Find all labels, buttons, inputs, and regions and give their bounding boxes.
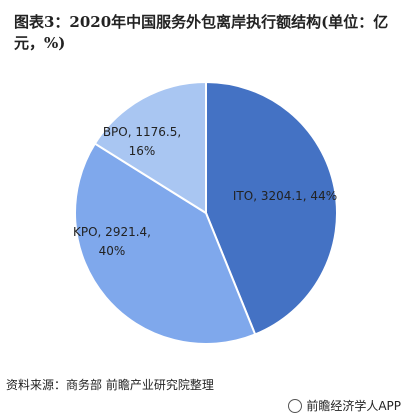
pie-slice-ito: [205, 80, 338, 336]
brand-logo-icon: [288, 398, 303, 413]
chart-title: 图表3：2020年中国服务外包离岸执行额结构(单位：亿元，%): [14, 13, 389, 52]
pie-slice-bpo: [93, 80, 207, 215]
brand-footer: 前瞻经济学人APP: [288, 397, 401, 414]
source-note: 资料来源：商务部 前瞻产业研究院整理: [6, 378, 214, 392]
slice-label-ito: ITO, 3204.1, 44%: [233, 189, 337, 203]
pie-slice-kpo: [74, 142, 257, 345]
slice-label-kpo: KPO, 2921.4, 40%: [73, 225, 151, 258]
slice-label-bpo: BPO, 1176.5, 16%: [103, 125, 181, 158]
brand-name: 前瞻经济学人APP: [306, 399, 401, 413]
